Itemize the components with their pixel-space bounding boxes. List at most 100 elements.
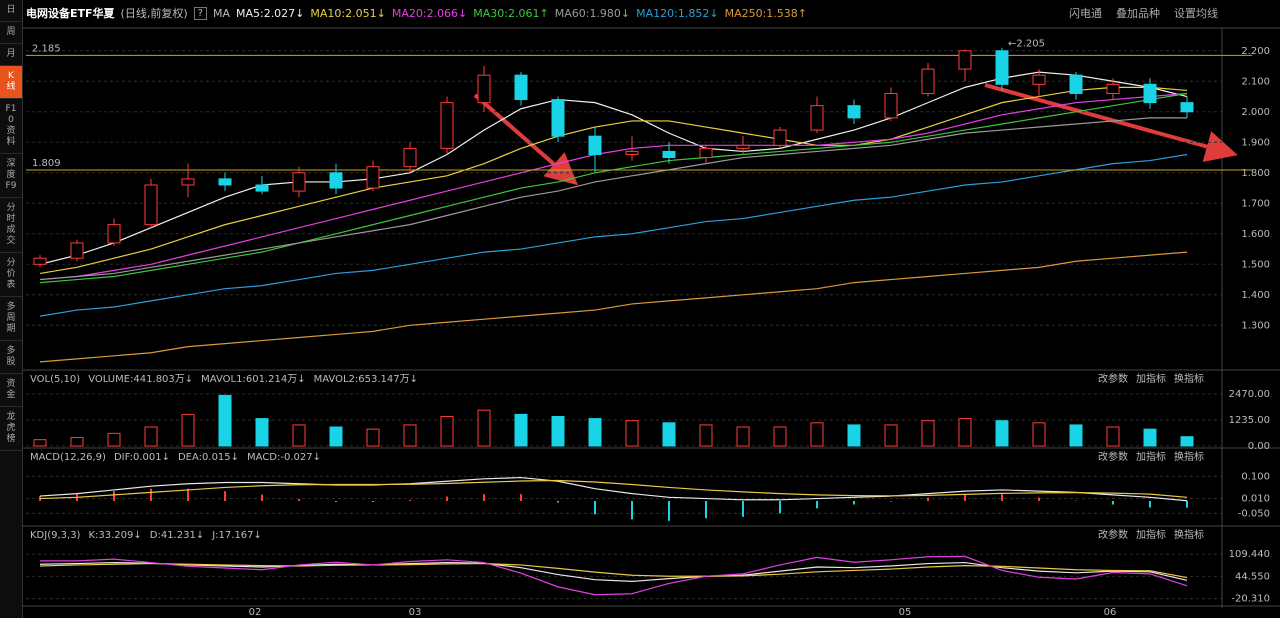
candle-body	[551, 99, 565, 137]
indicator-line	[39, 86, 1188, 275]
volume-bar	[1032, 422, 1046, 447]
volume-bar	[477, 409, 491, 447]
volume-bar	[1143, 428, 1157, 447]
panel-button[interactable]: 换指标	[1174, 372, 1204, 385]
panel-button[interactable]: 换指标	[1174, 450, 1204, 463]
sidebar-tab[interactable]: 深度F9	[0, 154, 22, 198]
sidebar-tab[interactable]: 日	[0, 0, 22, 22]
indicator-legend: D:41.231↓	[150, 530, 204, 541]
candle-body	[403, 147, 417, 168]
tool-button[interactable]: 设置均线	[1174, 7, 1218, 20]
panel-button[interactable]: 改参数	[1098, 450, 1128, 463]
ma-legend: MA250:1.538↑	[724, 6, 808, 20]
y-tick-label: -0.050	[1238, 508, 1270, 519]
indicator-legend: VOLUME:441.803万↓	[88, 374, 193, 385]
volume-bar	[810, 422, 824, 447]
panel-button[interactable]: 加指标	[1136, 372, 1166, 385]
panel-button[interactable]: 加指标	[1136, 450, 1166, 463]
volume-bar	[1106, 426, 1120, 447]
sidebar-tab[interactable]: 分价表	[0, 253, 22, 297]
indicator-legend: K:33.209↓	[88, 530, 141, 541]
indicator-legend: MAVOL1:601.214万↓	[201, 374, 305, 385]
toolbar-tools: 闪电通 叠加品种 设置均线	[1069, 5, 1218, 21]
candle-body	[1032, 74, 1046, 85]
sidebar-tab[interactable]: F10资料	[0, 99, 22, 154]
candle-body	[329, 172, 343, 189]
candle-body	[1143, 83, 1157, 104]
volume-bar	[514, 413, 528, 447]
tool-button[interactable]: 叠加品种	[1116, 7, 1160, 20]
candle-body	[625, 150, 639, 155]
sidebar-tab[interactable]: 月	[0, 44, 22, 66]
help-button[interactable]: ?	[193, 6, 207, 20]
toolbar: 电网设备ETF华夏 (日线,前复权) ? MA MA5:2.027↓ MA10:2…	[26, 5, 807, 21]
candle-body	[514, 74, 528, 101]
indicator-line	[40, 555, 1188, 596]
ma-legend: MA10:2.051↓	[310, 6, 386, 20]
indicator-line	[39, 476, 1188, 502]
panel-button[interactable]: 加指标	[1136, 528, 1166, 541]
y-tick-label: 1.700	[1241, 198, 1270, 209]
sidebar-tab[interactable]: 多股	[0, 341, 22, 374]
candle-body	[1069, 74, 1083, 94]
y-tick-label: -20.310	[1231, 594, 1270, 605]
candle-body	[218, 178, 232, 186]
candle-body	[995, 50, 1009, 85]
candle-body	[181, 178, 195, 186]
indicator-line	[39, 562, 1188, 579]
volume-bar	[847, 424, 861, 447]
indicator-legend: MACD(12,26,9)	[30, 452, 106, 463]
y-tick-label: 0.00	[1248, 441, 1270, 452]
candle-body	[1106, 83, 1120, 94]
indicator-legend: DIF:0.001↓	[114, 452, 170, 463]
candle-body	[662, 150, 676, 159]
indicator-legend: KDJ(9,3,3)	[30, 530, 81, 541]
volume-bar	[736, 426, 750, 447]
volume-bar	[218, 394, 232, 447]
tool-button[interactable]: 闪电通	[1069, 7, 1102, 20]
volume-bar	[662, 422, 676, 447]
panel-button[interactable]: 改参数	[1098, 528, 1128, 541]
x-tick-label: 03	[409, 607, 422, 618]
indicator-legend: J:17.167↓	[211, 530, 262, 541]
level-label: 1.809	[32, 158, 61, 169]
sidebar: 日周月 K线 F10资料 深度F9 分时成交 分价表 多周期 多股 资金 龙虎榜	[0, 0, 23, 618]
volume-bar	[144, 426, 158, 447]
candle-body	[921, 68, 935, 94]
y-tick-label: 1.600	[1241, 229, 1270, 240]
y-tick-label: 2.100	[1241, 76, 1270, 87]
volume-bar	[551, 415, 565, 447]
ma-legend: MA60:1.980↓	[554, 6, 631, 20]
y-tick-label: 1.800	[1241, 168, 1270, 179]
volume-bar	[1069, 424, 1083, 447]
panel-button[interactable]: 换指标	[1174, 528, 1204, 541]
indicator-line	[39, 561, 1188, 582]
volume-bar	[625, 420, 639, 447]
sidebar-tab[interactable]: 资金	[0, 374, 22, 407]
ma-legend: MA20:2.066↓	[391, 6, 468, 20]
panel-button[interactable]: 改参数	[1098, 372, 1128, 385]
indicator-legend: MAVOL2:653.147万↓	[314, 374, 418, 385]
volume-bar	[366, 428, 380, 447]
sidebar-tab[interactable]: 分时成交	[0, 198, 22, 253]
candle-body	[33, 257, 47, 265]
y-tick-label: 1.500	[1241, 259, 1270, 270]
volume-bar	[292, 424, 306, 447]
sidebar-tab[interactable]: K线	[0, 66, 22, 99]
indicator-legend: DEA:0.015↓	[178, 452, 239, 463]
ma-legend: MA120:1.852↓	[636, 6, 719, 20]
x-tick-label: 05	[899, 607, 912, 618]
indicator-legend: VOL(5,10)	[30, 374, 80, 385]
indicator-line	[39, 117, 1187, 281]
candle-body	[292, 172, 306, 192]
sidebar-tab[interactable]: 龙虎榜	[0, 407, 22, 451]
indicator-line	[39, 153, 1188, 317]
sidebar-tab[interactable]: 多周期	[0, 297, 22, 341]
candle-body	[70, 242, 84, 259]
y-tick-label: 2470.00	[1229, 389, 1270, 400]
x-tick-label: 06	[1104, 607, 1117, 618]
candle-body	[440, 102, 454, 149]
volume-bar	[773, 426, 787, 447]
sidebar-tab[interactable]: 周	[0, 22, 22, 44]
